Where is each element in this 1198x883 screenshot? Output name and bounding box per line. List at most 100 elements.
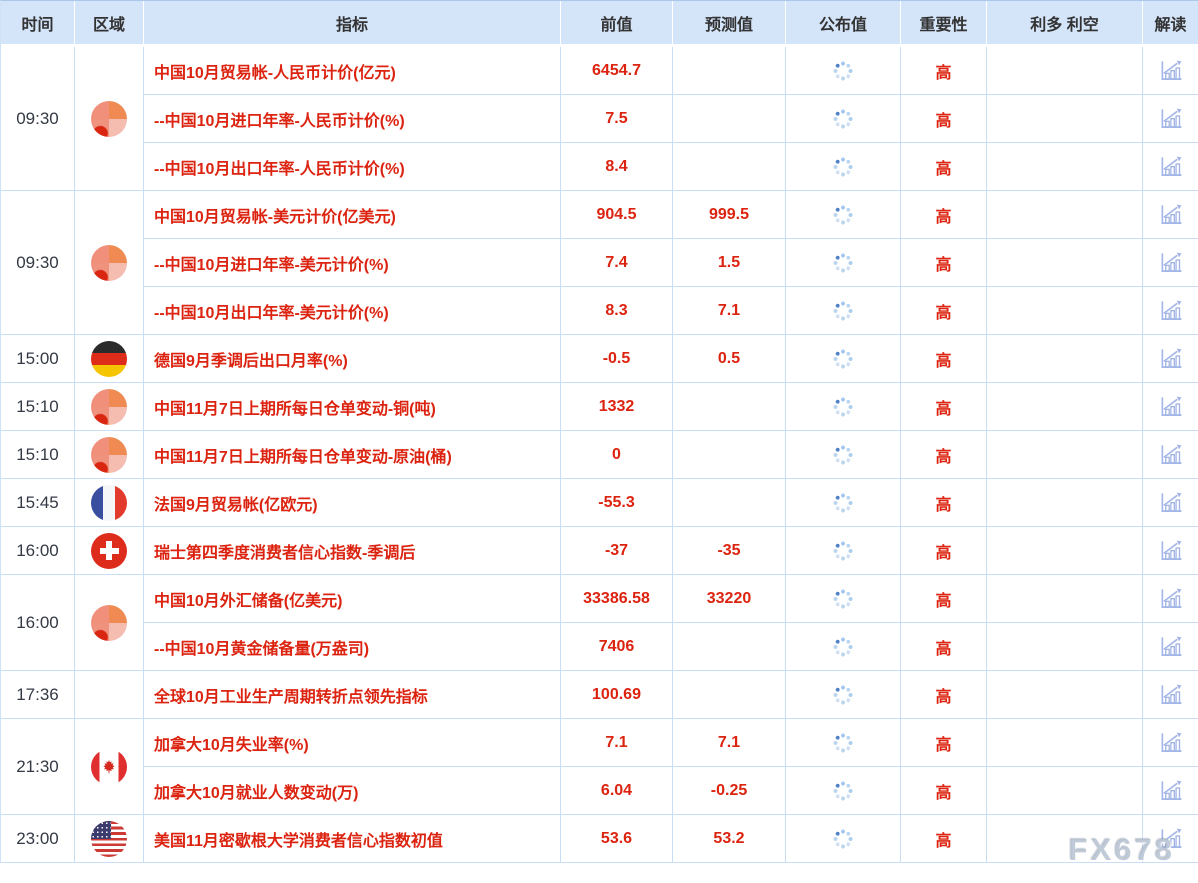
loading-spinner-icon [832, 107, 854, 130]
bar-chart-icon[interactable] [1158, 827, 1183, 850]
forecast-value [673, 479, 786, 527]
published-value-cell [786, 335, 901, 383]
interpretation-cell[interactable] [1143, 143, 1198, 191]
published-value-cell [786, 239, 901, 287]
indicator-link[interactable]: 美国11月密歇根大学消费者信心指数初值 [144, 815, 561, 863]
bull-bear-cell [987, 815, 1143, 863]
bar-chart-icon[interactable] [1158, 347, 1183, 370]
interpretation-cell[interactable] [1143, 575, 1198, 623]
indicator-link[interactable]: 中国11月7日上期所每日仓单变动-铜(吨) [144, 383, 561, 431]
region-cell [75, 575, 144, 671]
importance-badge: 高 [901, 143, 987, 191]
bar-chart-icon[interactable] [1158, 491, 1183, 514]
region-cell [75, 47, 144, 191]
loading-spinner-icon [832, 59, 854, 82]
column-header-published: 公布值 [786, 1, 901, 47]
bar-chart-icon[interactable] [1158, 299, 1183, 322]
interpretation-cell[interactable] [1143, 287, 1198, 335]
bull-bear-cell [987, 335, 1143, 383]
previous-value: 7.4 [561, 239, 673, 287]
region-cell [75, 719, 144, 815]
time-cell: 09:30 [1, 47, 75, 191]
previous-value: -0.5 [561, 335, 673, 383]
interpretation-cell[interactable] [1143, 47, 1198, 95]
interpretation-cell[interactable] [1143, 431, 1198, 479]
bull-bear-cell [987, 383, 1143, 431]
interpretation-cell[interactable] [1143, 335, 1198, 383]
table-row: 16:00 瑞士第四季度消费者信心指数-季调后 -37 -35 高 [1, 527, 1198, 575]
indicator-link[interactable]: 加拿大10月失业率(%) [144, 719, 561, 767]
indicator-link[interactable]: --中国10月进口年率-美元计价(%) [144, 239, 561, 287]
indicator-link[interactable]: --中国10月出口年率-美元计价(%) [144, 287, 561, 335]
bull-bear-cell [987, 239, 1143, 287]
bar-chart-icon[interactable] [1158, 443, 1183, 466]
indicator-link[interactable]: 中国10月贸易帐-人民币计价(亿元) [144, 47, 561, 95]
loading-spinner-icon [832, 491, 854, 514]
bull-bear-cell [987, 143, 1143, 191]
importance-badge: 高 [901, 191, 987, 239]
bull-bear-cell [987, 431, 1143, 479]
previous-value: 6454.7 [561, 47, 673, 95]
indicator-link[interactable]: 法国9月贸易帐(亿欧元) [144, 479, 561, 527]
bar-chart-icon[interactable] [1158, 539, 1183, 562]
bar-chart-icon[interactable] [1158, 779, 1183, 802]
bar-chart-icon[interactable] [1158, 683, 1183, 706]
previous-value: 33386.58 [561, 575, 673, 623]
bull-bear-cell [987, 527, 1143, 575]
published-value-cell [786, 191, 901, 239]
published-value-cell [786, 479, 901, 527]
bar-chart-icon[interactable] [1158, 107, 1183, 130]
published-value-cell [786, 143, 901, 191]
indicator-link[interactable]: --中国10月进口年率-人民币计价(%) [144, 95, 561, 143]
interpretation-cell[interactable] [1143, 623, 1198, 671]
interpretation-cell[interactable] [1143, 479, 1198, 527]
table-row: 15:00 德国9月季调后出口月率(%) -0.5 0.5 高 [1, 335, 1198, 383]
table-row: --中国10月出口年率-美元计价(%) 8.3 7.1 高 [1, 287, 1198, 335]
bull-bear-cell [987, 623, 1143, 671]
interpretation-cell[interactable] [1143, 671, 1198, 719]
interpretation-cell[interactable] [1143, 767, 1198, 815]
interpretation-cell[interactable] [1143, 239, 1198, 287]
indicator-link[interactable]: 中国11月7日上期所每日仓单变动-原油(桶) [144, 431, 561, 479]
previous-value: 904.5 [561, 191, 673, 239]
interpretation-cell[interactable] [1143, 191, 1198, 239]
loading-spinner-icon [832, 779, 854, 802]
importance-badge: 高 [901, 671, 987, 719]
interpretation-cell[interactable] [1143, 719, 1198, 767]
bar-chart-icon[interactable] [1158, 395, 1183, 418]
importance-badge: 高 [901, 383, 987, 431]
interpretation-cell[interactable] [1143, 815, 1198, 863]
indicator-link[interactable]: 中国10月贸易帐-美元计价(亿美元) [144, 191, 561, 239]
indicator-link[interactable]: 瑞士第四季度消费者信心指数-季调后 [144, 527, 561, 575]
interpretation-cell[interactable] [1143, 383, 1198, 431]
france-flag [91, 484, 127, 521]
bar-chart-icon[interactable] [1158, 59, 1183, 82]
bar-chart-icon[interactable] [1158, 155, 1183, 178]
time-cell: 15:00 [1, 335, 75, 383]
indicator-link[interactable]: 中国10月外汇储备(亿美元) [144, 575, 561, 623]
interpretation-cell[interactable] [1143, 527, 1198, 575]
indicator-link[interactable]: 全球10月工业生产周期转折点领先指标 [144, 671, 561, 719]
bar-chart-icon[interactable] [1158, 251, 1183, 274]
interpretation-cell[interactable] [1143, 95, 1198, 143]
canada-flag [91, 748, 127, 785]
column-header-time: 时间 [1, 1, 75, 47]
indicator-link[interactable]: --中国10月出口年率-人民币计价(%) [144, 143, 561, 191]
indicator-link[interactable]: --中国10月黄金储备量(万盎司) [144, 623, 561, 671]
importance-badge: 高 [901, 47, 987, 95]
bar-chart-icon[interactable] [1158, 635, 1183, 658]
bar-chart-icon[interactable] [1158, 731, 1183, 754]
bull-bear-cell [987, 287, 1143, 335]
bar-chart-icon[interactable] [1158, 203, 1183, 226]
table-row: 17:36 全球10月工业生产周期转折点领先指标 100.69 高 [1, 671, 1198, 719]
indicator-link[interactable]: 加拿大10月就业人数变动(万) [144, 767, 561, 815]
region-cell [75, 527, 144, 575]
table-row: --中国10月进口年率-美元计价(%) 7.4 1.5 高 [1, 239, 1198, 287]
published-value-cell [786, 815, 901, 863]
previous-value: 6.04 [561, 767, 673, 815]
time-cell: 23:00 [1, 815, 75, 863]
indicator-link[interactable]: 德国9月季调后出口月率(%) [144, 335, 561, 383]
importance-badge: 高 [901, 431, 987, 479]
bar-chart-icon[interactable] [1158, 587, 1183, 610]
forecast-value: -0.25 [673, 767, 786, 815]
